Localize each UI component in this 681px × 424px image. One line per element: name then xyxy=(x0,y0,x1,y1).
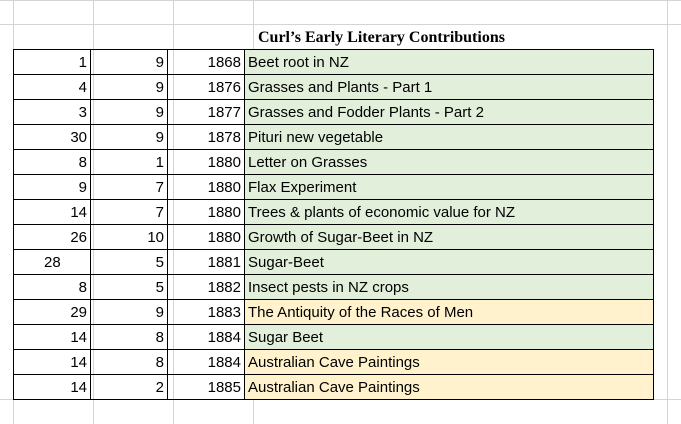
year-cell[interactable]: 1884 xyxy=(167,324,245,350)
day-cell[interactable]: 14 xyxy=(13,374,91,400)
year-cell[interactable]: 1868 xyxy=(167,49,245,75)
year-cell[interactable]: 1884 xyxy=(167,349,245,375)
table-row: 14 7 1880 Trees & plants of economic value … xyxy=(13,199,654,225)
table-row: 26 10 1880 Growth of Sugar-Beet in NZ xyxy=(13,224,654,250)
day-cell[interactable]: 3 xyxy=(13,99,91,125)
table-row: 14 2 1885 Australian Cave Paintings xyxy=(13,374,654,400)
month-cell[interactable]: 9 xyxy=(90,74,168,100)
year-cell[interactable]: 1885 xyxy=(167,374,245,400)
title-cell[interactable]: Sugar Beet xyxy=(244,324,654,350)
year-cell[interactable]: 1880 xyxy=(167,174,245,200)
year-cell[interactable]: 1878 xyxy=(167,124,245,150)
table-row: 9 7 1880 Flax Experiment xyxy=(13,174,654,200)
day-cell[interactable]: 14 xyxy=(13,199,91,225)
month-cell[interactable]: 5 xyxy=(90,274,168,300)
table-row: 8 5 1882 Insect pests in NZ crops xyxy=(13,274,654,300)
title-cell[interactable]: Letter on Grasses xyxy=(244,149,654,175)
month-cell[interactable]: 7 xyxy=(90,174,168,200)
day-cell[interactable]: 4 xyxy=(13,74,91,100)
month-cell[interactable]: 9 xyxy=(90,49,168,75)
table-row: 30 9 1878 Pituri new vegetable xyxy=(13,124,654,150)
title-cell[interactable]: Grasses and Plants - Part 1 xyxy=(244,74,654,100)
contributions-table: 1 9 1868 Beet root in NZ 4 9 1876 Grasses and P… xyxy=(13,49,654,400)
month-cell[interactable]: 8 xyxy=(90,349,168,375)
table-row: 8 1 1880 Letter on Grasses xyxy=(13,149,654,175)
day-cell[interactable]: 8 xyxy=(13,149,91,175)
month-cell[interactable]: 8 xyxy=(90,324,168,350)
title-cell[interactable]: Insect pests in NZ crops xyxy=(244,274,654,300)
table-row: 4 9 1876 Grasses and Plants - Part 1 xyxy=(13,74,654,100)
title-cell[interactable]: Beet root in NZ xyxy=(244,49,654,75)
table-row: 1 9 1868 Beet root in NZ xyxy=(13,49,654,75)
day-cell[interactable]: 14 xyxy=(13,324,91,350)
table-row: 29 9 1883 The Antiquity of the Races of Men xyxy=(13,299,654,325)
title-cell[interactable]: Growth of Sugar-Beet in NZ xyxy=(244,224,654,250)
month-cell[interactable]: 9 xyxy=(90,299,168,325)
day-cell[interactable]: 30 xyxy=(13,124,91,150)
gridline xyxy=(667,0,668,424)
title-cell[interactable]: Grasses and Fodder Plants - Part 2 xyxy=(244,99,654,125)
gridline xyxy=(0,0,681,1)
year-cell[interactable]: 1880 xyxy=(167,149,245,175)
year-cell[interactable]: 1880 xyxy=(167,224,245,250)
month-cell[interactable]: 5 xyxy=(90,249,168,275)
year-cell[interactable]: 1881 xyxy=(167,249,245,275)
month-cell[interactable]: 10 xyxy=(90,224,168,250)
month-cell[interactable]: 9 xyxy=(90,99,168,125)
year-cell[interactable]: 1882 xyxy=(167,274,245,300)
title-cell[interactable]: Australian Cave Paintings xyxy=(244,374,654,400)
gridline xyxy=(0,24,681,25)
day-cell[interactable]: 28 xyxy=(13,249,91,275)
month-cell[interactable]: 9 xyxy=(90,124,168,150)
day-cell[interactable]: 29 xyxy=(13,299,91,325)
day-cell[interactable]: 9 xyxy=(13,174,91,200)
table-row: 14 8 1884 Australian Cave Paintings xyxy=(13,349,654,375)
month-cell[interactable]: 7 xyxy=(90,199,168,225)
day-cell[interactable]: 26 xyxy=(13,224,91,250)
day-cell[interactable]: 8 xyxy=(13,274,91,300)
sheet-title[interactable]: Curl’s Early Literary Contributions xyxy=(258,29,505,46)
day-cell[interactable]: 1 xyxy=(13,49,91,75)
title-cell[interactable]: Trees & plants of economic value for NZ xyxy=(244,199,654,225)
table-row: 28 5 1881 Sugar-Beet xyxy=(13,249,654,275)
table-row: 3 9 1877 Grasses and Fodder Plants - Part 2 xyxy=(13,99,654,125)
year-cell[interactable]: 1877 xyxy=(167,99,245,125)
gridline xyxy=(0,399,681,400)
title-cell[interactable]: Flax Experiment xyxy=(244,174,654,200)
day-cell[interactable]: 14 xyxy=(13,349,91,375)
title-cell[interactable]: The Antiquity of the Races of Men xyxy=(244,299,654,325)
year-cell[interactable]: 1880 xyxy=(167,199,245,225)
title-cell[interactable]: Pituri new vegetable xyxy=(244,124,654,150)
month-cell[interactable]: 2 xyxy=(90,374,168,400)
year-cell[interactable]: 1883 xyxy=(167,299,245,325)
title-cell[interactable]: Australian Cave Paintings xyxy=(244,349,654,375)
table-row: 14 8 1884 Sugar Beet xyxy=(13,324,654,350)
month-cell[interactable]: 1 xyxy=(90,149,168,175)
title-cell[interactable]: Sugar-Beet xyxy=(244,249,654,275)
year-cell[interactable]: 1876 xyxy=(167,74,245,100)
